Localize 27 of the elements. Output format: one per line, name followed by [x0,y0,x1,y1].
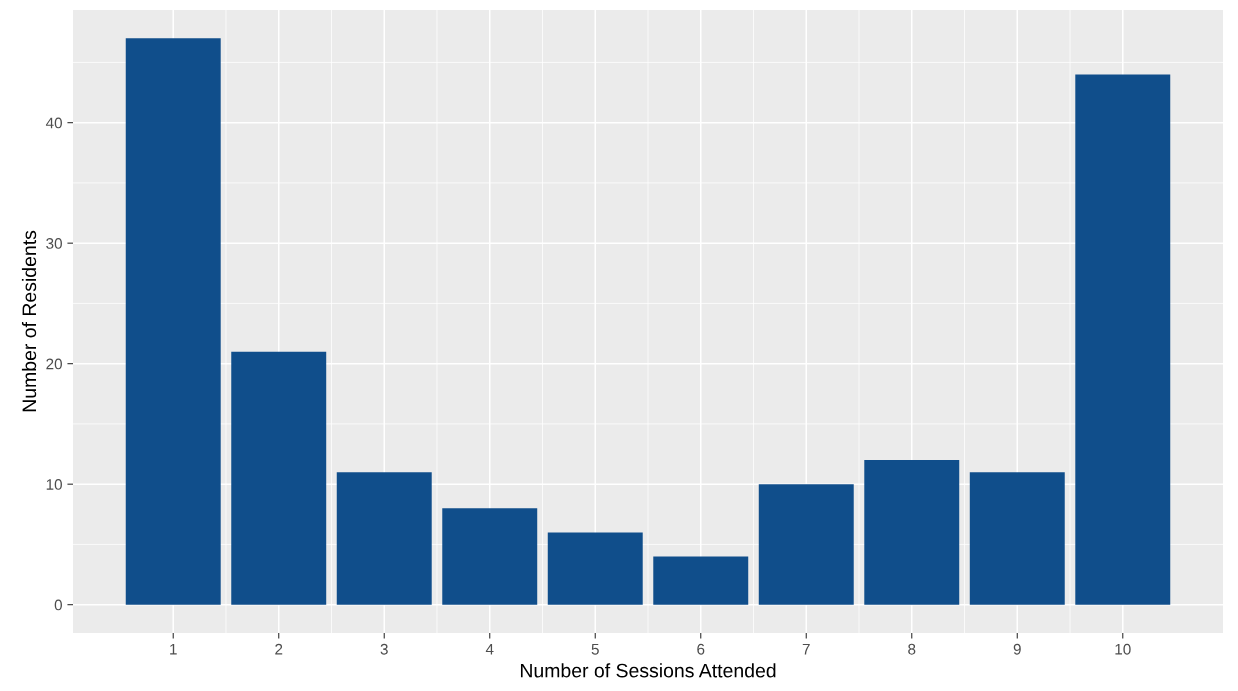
x-tick-label: 10 [1115,643,1131,655]
y-tick-label: 30 [46,238,62,249]
bar [547,532,643,605]
bar [864,460,960,605]
bar [653,556,749,605]
bar [231,351,327,605]
bar [125,38,221,605]
y-tick-label: 40 [45,117,62,129]
x-tick-label: 8 [908,643,916,655]
x-axis-title: Number of Sessions Attended [520,663,776,678]
x-tick-label: 2 [275,643,283,655]
x-tick-label: 6 [697,643,705,655]
x-tick-label: 5 [591,643,599,655]
bar [442,508,538,605]
x-tick-label: 7 [802,643,810,655]
x-tick-label: 9 [1013,643,1021,655]
bar [969,472,1065,605]
y-tick-label: 0 [54,599,62,611]
y-tick-label: 10 [46,479,62,490]
y-axis-title: Number of Residents [21,230,37,412]
y-tick-label: 20 [46,358,62,370]
bar [758,484,854,605]
bar [1075,74,1171,605]
x-tick-label: 4 [485,643,494,655]
x-tick-label: 1 [170,643,177,655]
x-tick-label: 3 [380,643,388,655]
bar [336,472,432,605]
